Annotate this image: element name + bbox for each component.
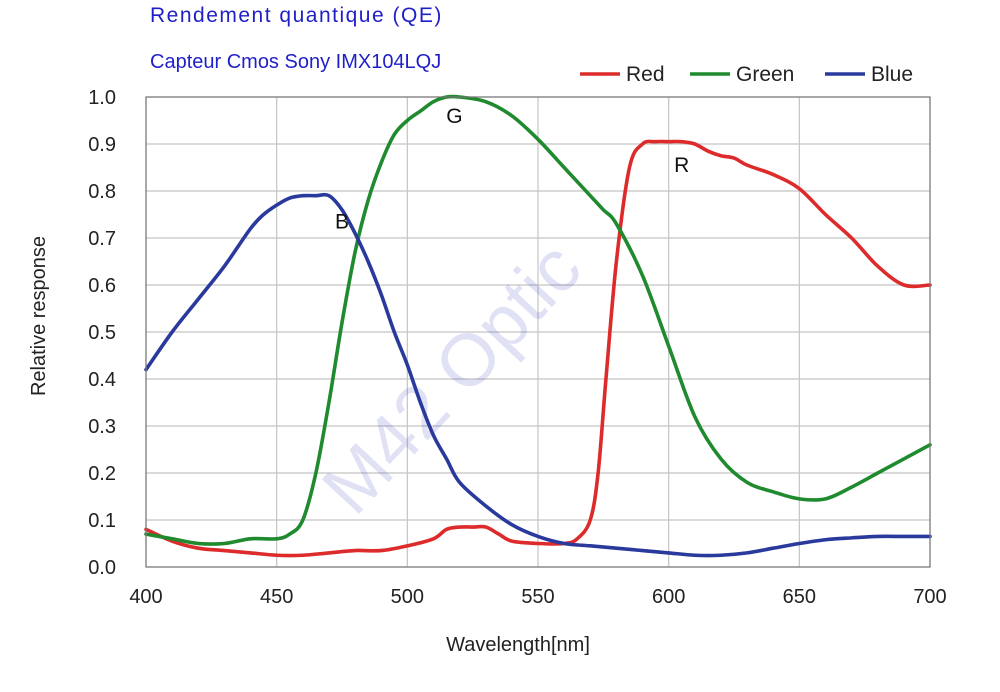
y-tick-label: 0.8 <box>88 181 116 203</box>
series-line-blue <box>144 192 932 558</box>
curve-label-blue: B <box>335 211 349 234</box>
y-tick-label: 0.7 <box>88 228 116 250</box>
x-axis-label: Wavelength[nm] <box>446 634 590 656</box>
legend-label-blue: Blue <box>871 63 913 86</box>
y-tick-label: 0.2 <box>88 463 116 485</box>
y-axis-ticks: 0.0 0.1 0.2 0.3 0.4 0.5 0.6 0.7 0.8 0.9 1.0 <box>88 87 116 579</box>
y-tick-label: 0.5 <box>88 322 116 344</box>
legend-label-red: Red <box>626 63 665 86</box>
y-axis-label: Relative response <box>28 236 50 396</box>
x-tick-label: 700 <box>913 586 946 608</box>
plot-border <box>145 96 931 568</box>
series-line-red <box>144 139 932 558</box>
legend: Red Green Blue <box>580 63 913 86</box>
x-tick-label: 400 <box>129 586 162 608</box>
chart-subtitle: Capteur Cmos Sony IMX104LQJ <box>150 51 441 73</box>
y-tick-label: 0.3 <box>88 416 116 438</box>
y-tick-label: 0.9 <box>88 134 116 156</box>
x-tick-label: 450 <box>260 586 293 608</box>
legend-label-green: Green <box>736 63 794 86</box>
x-tick-label: 500 <box>391 586 424 608</box>
y-tick-label: 0.6 <box>88 275 116 297</box>
x-tick-label: 650 <box>783 586 816 608</box>
y-tick-label: 0.1 <box>88 510 116 532</box>
y-tick-label: 0.0 <box>88 557 116 579</box>
curve-labels: R G B <box>335 105 689 234</box>
y-tick-label: 0.4 <box>88 369 116 391</box>
curve-label-red: R <box>674 154 689 177</box>
x-axis-ticks: 400 450 500 550 600 650 700 <box>129 586 946 608</box>
x-tick-label: 600 <box>652 586 685 608</box>
chart-title: Rendement quantique (QE) <box>150 4 443 27</box>
y-tick-label: 1.0 <box>88 87 116 109</box>
x-tick-label: 550 <box>521 586 554 608</box>
curve-label-green: G <box>446 105 462 128</box>
plot-frame <box>145 96 931 568</box>
